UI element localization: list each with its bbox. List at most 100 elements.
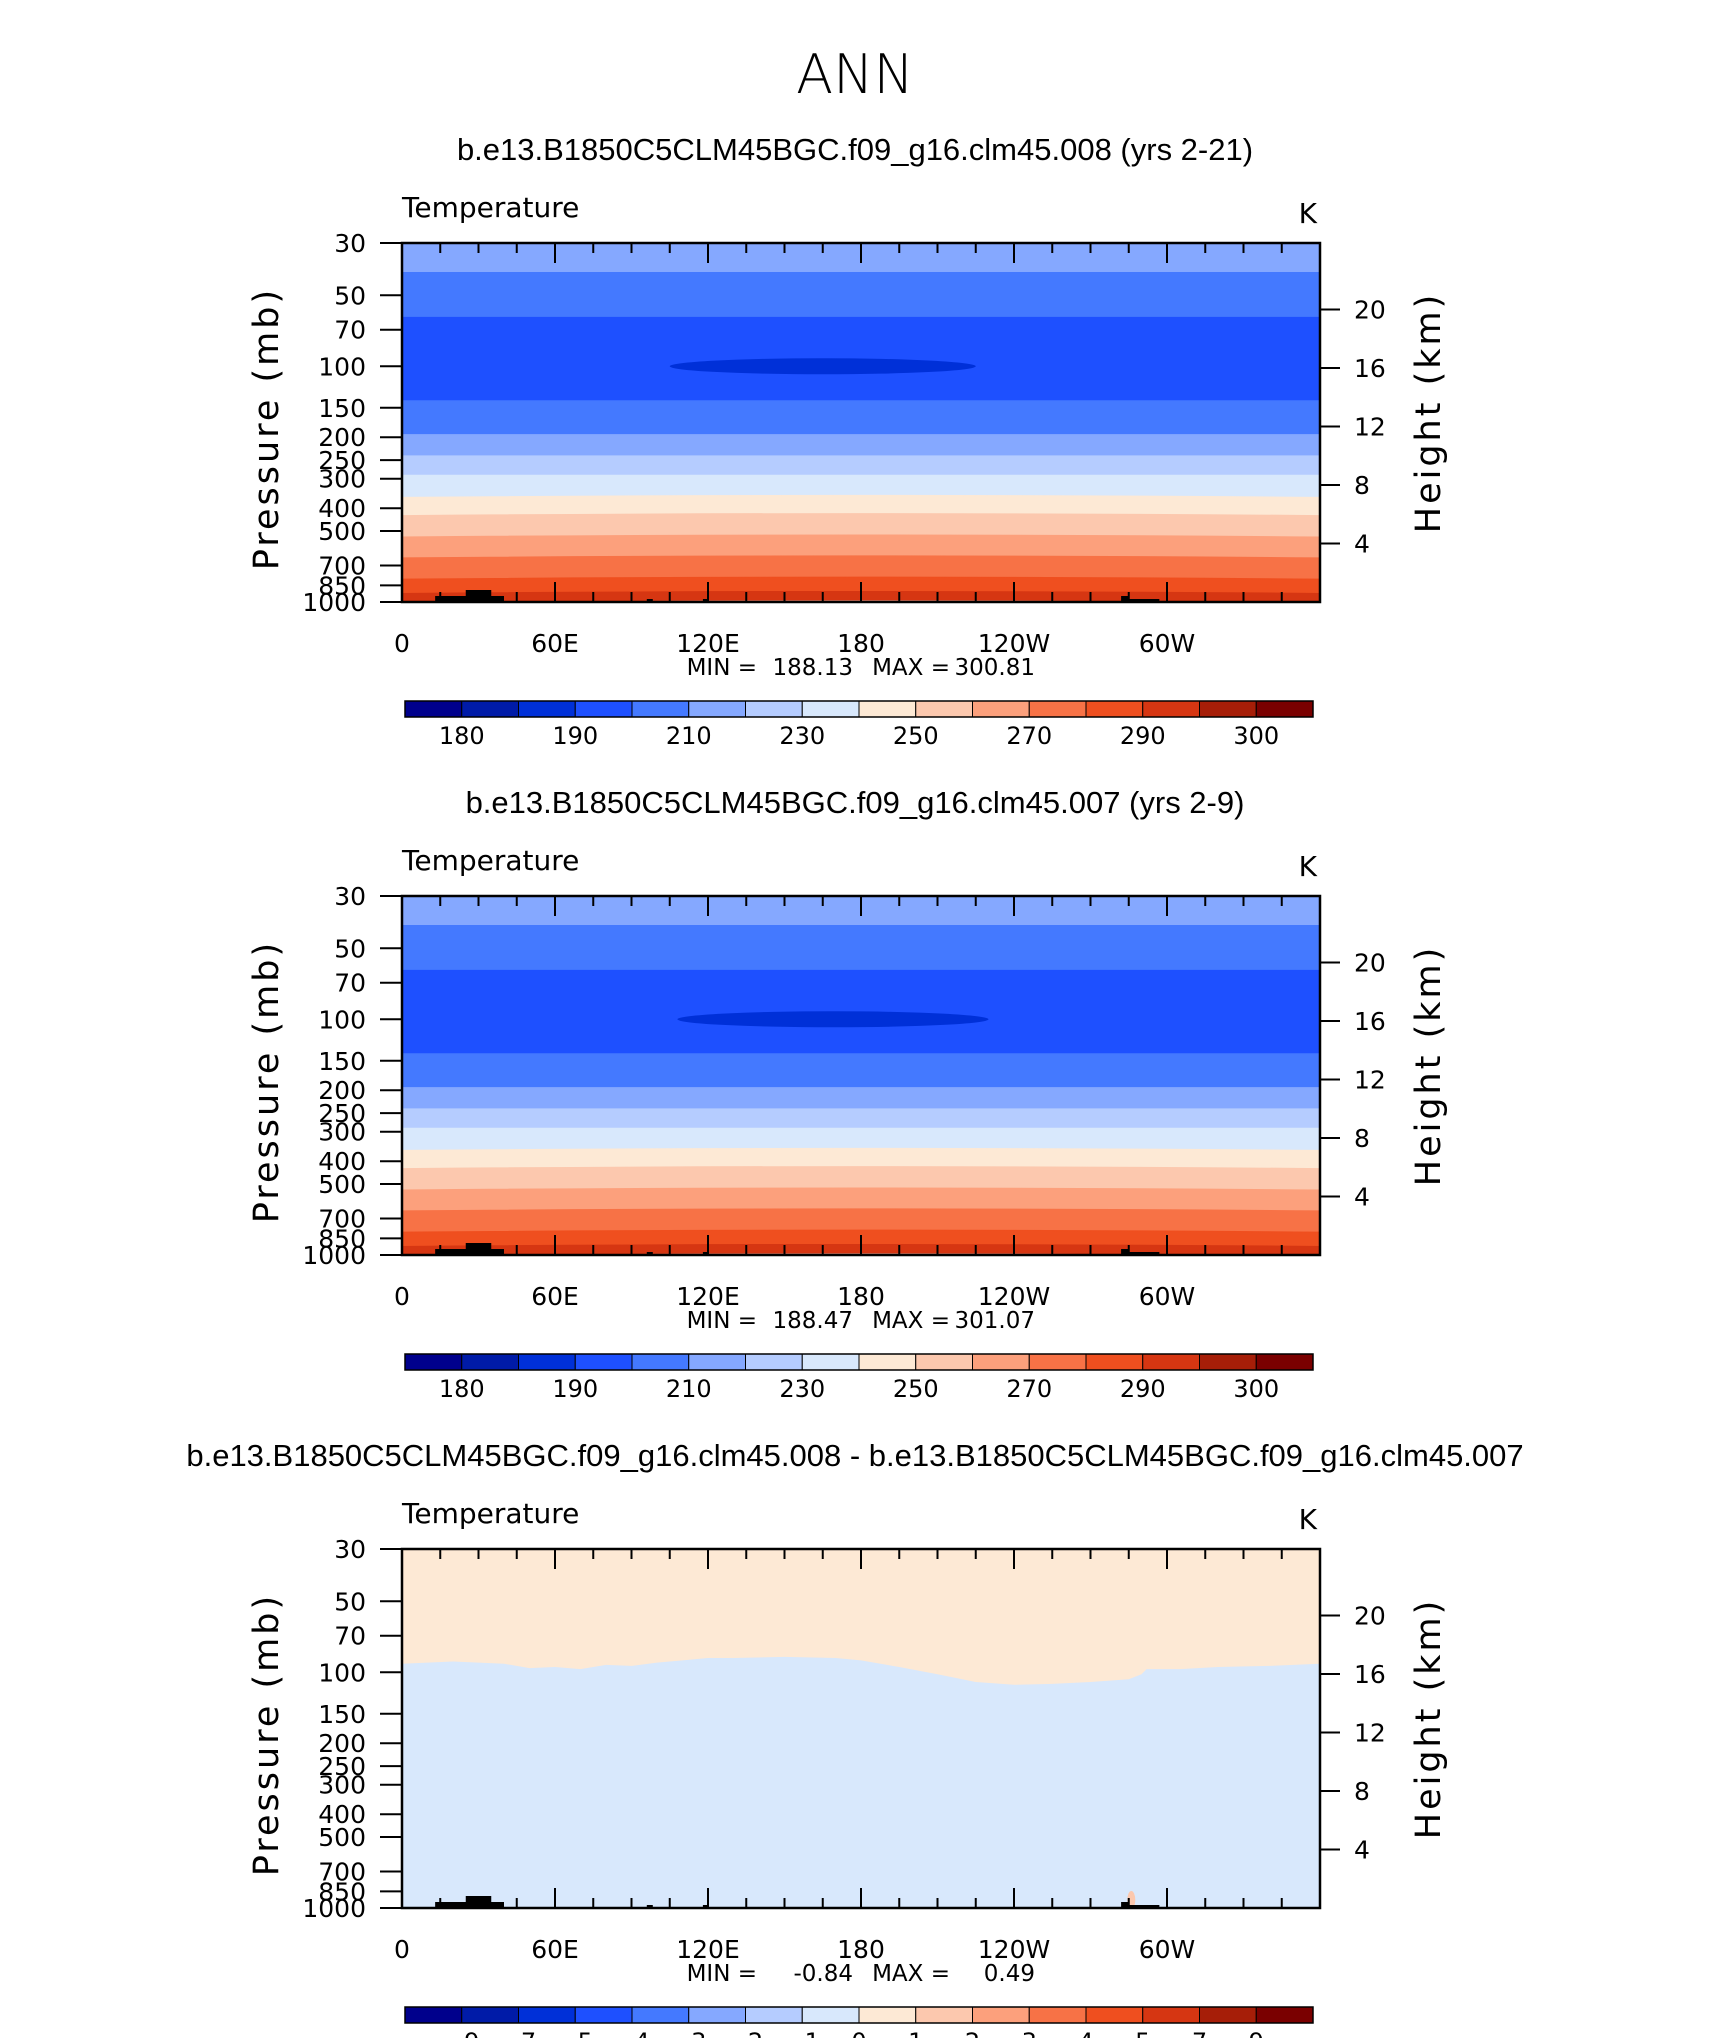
- colorbar-label: 250: [893, 722, 939, 750]
- pressure-tick-label: 250: [318, 446, 366, 475]
- colorbar-box: [1028, 2006, 1087, 2024]
- pressure-axis-label: Pressure (mb): [247, 287, 287, 570]
- max-label: MAX =: [872, 655, 950, 681]
- contour-band: [402, 1147, 1320, 1170]
- height-tick-label: 12: [1354, 412, 1386, 441]
- topography-block: [1126, 1252, 1160, 1255]
- contour-band: [402, 1187, 1320, 1212]
- pressure-tick-label: 200: [318, 1729, 366, 1758]
- pressure-tick-label: 700: [318, 1204, 366, 1233]
- lon-tick-label: 120E: [676, 629, 740, 658]
- colorbar-label: 5: [1135, 2028, 1150, 2038]
- lon-tick-label: 60E: [531, 629, 579, 658]
- colorbar-box: [801, 2006, 860, 2024]
- colorbar-box: [745, 2006, 803, 2024]
- pressure-tick-label: 50: [334, 934, 366, 963]
- contour-band: [402, 924, 1320, 971]
- pressure-tick-label: 70: [334, 1622, 366, 1651]
- pressure-tick-label: 50: [334, 281, 366, 310]
- contour-band: [402, 1108, 1320, 1129]
- colorbar-label: 210: [666, 1375, 712, 1403]
- lon-tick-label: 0: [394, 1935, 410, 1964]
- lon-tick-label: 120E: [676, 1282, 740, 1311]
- lon-tick-label: 60W: [1139, 629, 1196, 658]
- pressure-tick-label: 100: [318, 1005, 366, 1034]
- contour-band: [402, 513, 1320, 538]
- colorbar-label: −1: [785, 2028, 820, 2038]
- lon-tick-label: 120E: [676, 1935, 740, 1964]
- min-value: -0.84: [793, 1961, 853, 1987]
- colorbar-box: [688, 700, 746, 718]
- pressure-tick-label: 400: [318, 1800, 366, 1829]
- colorbar-box: [1028, 700, 1087, 718]
- topography-block: [702, 1252, 709, 1255]
- height-axis-label: Height (km): [1409, 292, 1449, 534]
- panel-1: b.e13.B1850C5CLM45BGC.f09_g16.clm45.007 …: [247, 785, 1449, 1403]
- pressure-tick-label: 1000: [302, 1241, 366, 1270]
- colorbar-label: 300: [1233, 1375, 1279, 1403]
- pressure-tick-label: 100: [318, 1658, 366, 1687]
- contour-band: [402, 555, 1320, 580]
- contour-fills: [402, 1549, 1320, 1908]
- pressure-tick-label: 400: [318, 494, 366, 523]
- max-label: MAX =: [872, 1308, 950, 1334]
- topography-block: [646, 1252, 653, 1255]
- colorbar-label: 9: [1249, 2028, 1264, 2038]
- lon-tick-label: 180: [837, 629, 885, 658]
- contour-band: [402, 1127, 1320, 1151]
- colorbar-box: [1142, 1353, 1200, 1371]
- contour-band: [402, 1087, 1320, 1110]
- colorbar-box: [858, 2006, 917, 2024]
- colorbar-label: 250: [893, 1375, 939, 1403]
- panel-title: b.e13.B1850C5CLM45BGC.f09_g16.clm45.008 …: [186, 1438, 1523, 1473]
- height-tick-label: 16: [1354, 1007, 1386, 1036]
- height-tick-label: 20: [1354, 295, 1386, 324]
- colorbar-box: [518, 2006, 576, 2024]
- max-value: 0.49: [984, 1961, 1035, 1987]
- colorbar-box: [688, 1353, 746, 1371]
- colorbar-label: 180: [439, 722, 485, 750]
- colorbar-box: [461, 2006, 519, 2024]
- panel-title: b.e13.B1850C5CLM45BGC.f09_g16.clm45.008 …: [457, 132, 1253, 167]
- height-tick-label: 16: [1354, 1660, 1386, 1689]
- topography-block: [1121, 1902, 1130, 1908]
- min-value: 188.47: [773, 1308, 853, 1334]
- variable-label: Temperature: [401, 191, 579, 224]
- pressure-tick-label: 70: [334, 316, 366, 345]
- colorbar-box: [631, 700, 690, 718]
- colorbar-box: [972, 700, 1030, 718]
- contour-band: [402, 271, 1320, 318]
- lon-tick-label: 120W: [978, 1282, 1050, 1311]
- contour-fills: [402, 243, 1320, 602]
- colorbar-label: 180: [439, 1375, 485, 1403]
- height-tick-label: 16: [1354, 354, 1386, 383]
- contour-band: [402, 494, 1320, 517]
- topography: [435, 1896, 1160, 1908]
- figure-title: ANN: [796, 43, 914, 106]
- contour-band: [402, 400, 1320, 436]
- min-contour-cell: [669, 358, 976, 375]
- pressure-tick-label: 30: [334, 1535, 366, 1564]
- topography-block: [646, 599, 653, 602]
- pressure-tick-label: 500: [318, 517, 366, 546]
- colorbar-box: [915, 700, 973, 718]
- colorbar-label: 190: [552, 1375, 598, 1403]
- panel-0: b.e13.B1850C5CLM45BGC.f09_g16.clm45.008 …: [247, 132, 1449, 750]
- colorbar-box: [1199, 2006, 1257, 2024]
- colorbar-box: [915, 1353, 973, 1371]
- lon-tick-label: 60E: [531, 1282, 579, 1311]
- pressure-tick-label: 700: [318, 1857, 366, 1886]
- topography-block: [1126, 599, 1160, 602]
- colorbar-box: [915, 2006, 973, 2024]
- colorbar-box: [745, 1353, 803, 1371]
- lon-tick-label: 120W: [978, 1935, 1050, 1964]
- units-label: K: [1299, 850, 1318, 883]
- colorbar-box: [1199, 700, 1257, 718]
- colorbar-box: [1255, 1353, 1314, 1371]
- colorbar-box: [574, 2006, 633, 2024]
- colorbar-label: 0: [851, 2028, 866, 2038]
- height-axis-label: Height (km): [1409, 1598, 1449, 1840]
- colorbar-box: [574, 1353, 633, 1371]
- contour-band: [402, 474, 1320, 498]
